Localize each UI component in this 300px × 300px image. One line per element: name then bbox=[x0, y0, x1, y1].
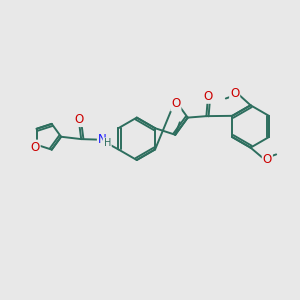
Text: O: O bbox=[74, 113, 83, 126]
Text: H: H bbox=[103, 138, 111, 148]
Text: O: O bbox=[263, 153, 272, 166]
Text: O: O bbox=[204, 90, 213, 103]
Text: N: N bbox=[98, 133, 106, 146]
Text: O: O bbox=[31, 141, 40, 154]
Text: O: O bbox=[230, 87, 239, 100]
Text: O: O bbox=[171, 98, 181, 110]
